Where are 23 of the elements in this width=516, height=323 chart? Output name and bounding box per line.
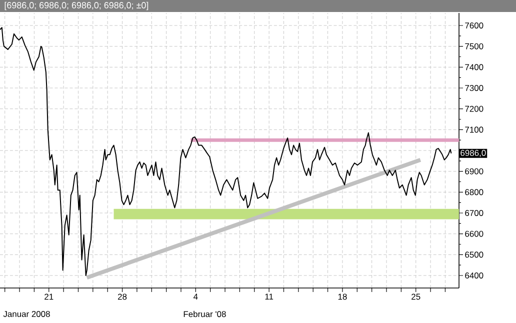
y-tick-label: 6400	[465, 272, 484, 278]
x-tick-label: 4	[194, 294, 198, 300]
y-tick-label: 7100	[465, 126, 484, 133]
text: Februar '08	[184, 310, 226, 318]
chart-title: [6986,0; 6986,0; 6986,0; 6986,0; ±0]	[4, 2, 148, 10]
y-tick-label: 7200	[465, 106, 484, 112]
text: 6986,0	[460, 150, 486, 157]
y-tick-label: 6600	[465, 230, 484, 237]
x-tick-label: 21	[44, 294, 54, 300]
y-tick-label: 6700	[465, 210, 484, 216]
y-tick-label: 7500	[465, 43, 484, 50]
y-tick-label: 7600	[465, 22, 484, 28]
y-tick-label: 6500	[465, 252, 484, 258]
x-tick-label: 28	[118, 294, 127, 300]
y-tick-label: 7400	[465, 64, 484, 70]
line-series	[0, 27, 452, 276]
x-tick-label: 25	[412, 294, 420, 300]
y-tick-label: 6800	[465, 189, 484, 196]
y-tick-label: 6900	[465, 168, 484, 174]
y-tick-label: 7300	[465, 85, 484, 91]
x-tick-label: 11	[265, 294, 274, 300]
x-tick-label: 18	[338, 294, 347, 300]
text: Januar 2008	[3, 311, 50, 317]
